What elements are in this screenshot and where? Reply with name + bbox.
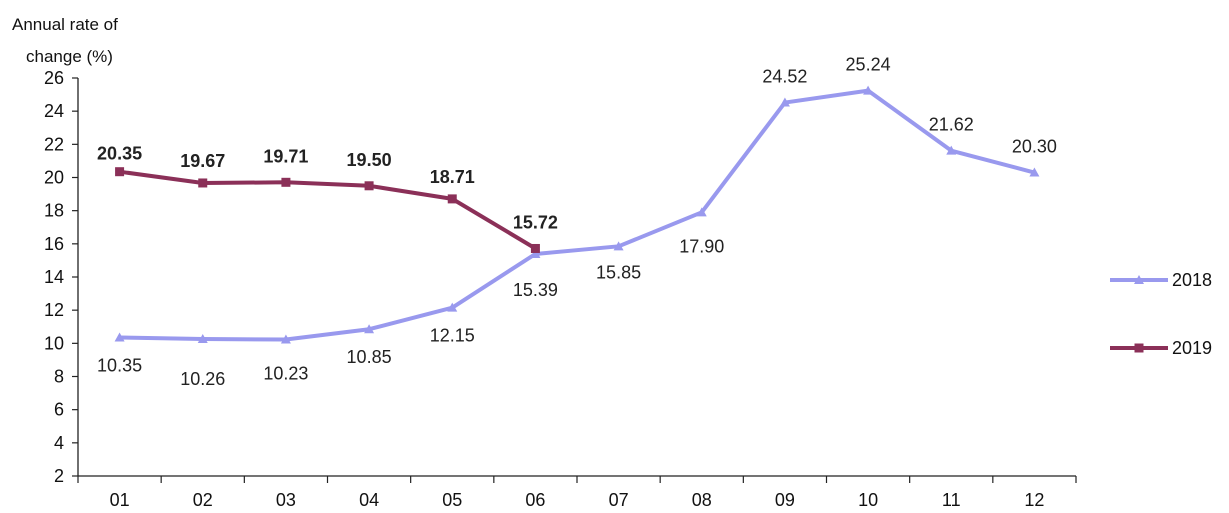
legend-item-2018: 2018	[1110, 270, 1212, 290]
x-tick-label: 08	[692, 490, 712, 510]
x-tick-label: 09	[775, 490, 795, 510]
legend-label: 2019	[1172, 338, 1212, 358]
series-2018	[115, 86, 1040, 344]
data-label: 15.72	[513, 212, 558, 232]
x-tick-label: 07	[609, 490, 629, 510]
data-point	[281, 178, 290, 187]
y-tick-label: 8	[54, 367, 64, 387]
legend-marker	[1135, 344, 1144, 353]
data-label: 10.26	[180, 369, 225, 389]
x-tick-label: 11	[942, 490, 961, 510]
x-tick-label: 06	[525, 490, 545, 510]
data-label: 15.85	[596, 262, 641, 282]
y-tick-label: 16	[44, 234, 64, 254]
data-label: 20.35	[97, 144, 142, 164]
data-label: 10.35	[97, 356, 142, 376]
series-line-2018	[120, 91, 1035, 340]
y-tick-label: 6	[54, 400, 64, 420]
y-tick-label: 12	[44, 300, 64, 320]
y-axis-title-line-2: change (%)	[26, 47, 113, 66]
x-tick-label: 01	[110, 490, 130, 510]
y-tick-label: 26	[44, 68, 64, 88]
data-label: 10.85	[347, 347, 392, 367]
y-axis-title-line-1: Annual rate of	[12, 15, 118, 34]
data-point	[448, 194, 457, 203]
y-tick-label: 20	[44, 168, 64, 188]
x-tick-label: 12	[1024, 490, 1044, 510]
data-label: 24.52	[762, 67, 807, 87]
y-tick-label: 10	[44, 333, 64, 353]
data-point	[198, 178, 207, 187]
data-label: 18.71	[430, 167, 475, 187]
y-tick-label: 4	[54, 433, 64, 453]
data-label: 10.23	[263, 364, 308, 384]
y-tick-label: 18	[44, 201, 64, 221]
data-label: 17.90	[679, 236, 724, 256]
y-tick-label: 14	[44, 267, 64, 287]
x-tick-label: 05	[442, 490, 462, 510]
data-label: 19.71	[263, 146, 308, 166]
data-label: 21.62	[929, 115, 974, 135]
legend-item-2019: 2019	[1110, 338, 1212, 358]
data-point	[115, 167, 124, 176]
x-tick-label: 04	[359, 490, 379, 510]
legend-label: 2018	[1172, 270, 1212, 290]
series-layer	[115, 86, 1040, 344]
data-label: 12.15	[430, 326, 475, 346]
data-label: 15.39	[513, 280, 558, 300]
x-tick-label: 10	[858, 490, 878, 510]
x-tick-label: 03	[276, 490, 296, 510]
series-2019	[115, 167, 540, 253]
y-tick-label: 24	[44, 101, 64, 121]
data-label: 25.24	[846, 55, 891, 75]
data-label: 20.30	[1012, 137, 1057, 157]
data-label: 19.67	[180, 151, 225, 171]
y-tick-label: 22	[44, 134, 64, 154]
data-point	[365, 181, 374, 190]
data-label: 19.50	[347, 150, 392, 170]
data-point	[531, 244, 540, 253]
y-tick-label: 2	[54, 466, 64, 486]
legend: 2018 2019	[1110, 270, 1212, 358]
x-tick-label: 02	[193, 490, 213, 510]
